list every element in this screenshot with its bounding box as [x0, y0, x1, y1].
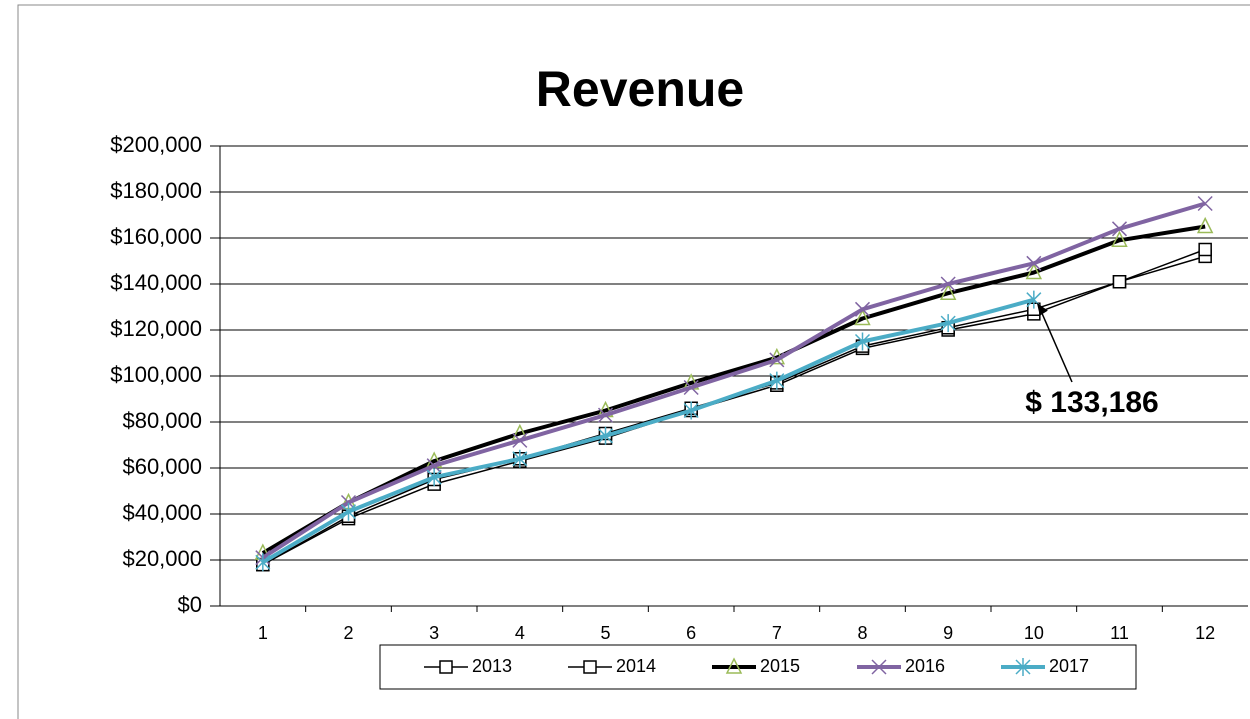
point-marker — [1025, 262, 1043, 280]
point-marker — [1196, 216, 1214, 234]
y-tick-label: $60,000 — [122, 454, 202, 479]
legend-label: 2015 — [760, 656, 800, 676]
point-marker — [683, 379, 699, 396]
legend-label: 2013 — [472, 656, 512, 676]
point-marker — [1197, 195, 1213, 212]
point-marker — [1111, 230, 1128, 248]
legend-label: 2014 — [616, 656, 656, 676]
series-line — [261, 224, 1206, 555]
x-tick-label: 8 — [857, 623, 867, 643]
y-tick-label: $20,000 — [122, 546, 202, 571]
x-tick-label: 11 — [1110, 623, 1129, 643]
y-tick-label: $200,000 — [110, 132, 202, 157]
point-marker — [255, 553, 271, 572]
point-marker — [597, 407, 614, 423]
annotation-arrow — [1040, 310, 1073, 383]
point-marker — [426, 458, 442, 474]
point-marker — [1111, 221, 1128, 237]
legend-label: 2017 — [1049, 656, 1089, 676]
legend-marker — [439, 660, 453, 674]
y-tick-label: $0 — [178, 592, 202, 617]
point-marker — [854, 332, 871, 351]
x-tick-label: 7 — [772, 623, 782, 643]
x-tick-label: 2 — [343, 623, 353, 643]
x-tick-label: 4 — [515, 623, 525, 643]
chart-border — [17, 4, 1250, 719]
point-marker — [854, 308, 871, 326]
y-tick-label: $180,000 — [110, 178, 202, 203]
x-tick-label: 6 — [686, 623, 696, 643]
point-marker — [1026, 255, 1042, 271]
x-tick-label: 9 — [943, 623, 953, 643]
legend-marker — [871, 659, 887, 675]
point-marker — [769, 352, 785, 368]
point-marker — [1112, 274, 1127, 289]
point-marker — [512, 449, 528, 468]
y-tick-label: $100,000 — [110, 362, 202, 387]
point-marker — [683, 401, 699, 420]
x-tick-label: 5 — [600, 623, 610, 643]
annotation: $ 133,186 — [1025, 386, 1158, 419]
y-tick-label: $120,000 — [110, 316, 202, 341]
legend-label: 2016 — [905, 656, 945, 676]
point-marker — [1198, 242, 1212, 257]
point-marker — [940, 276, 956, 292]
point-marker — [426, 468, 442, 487]
point-marker — [597, 426, 614, 445]
y-tick-label: $80,000 — [122, 408, 202, 433]
chart-title: Revenue — [536, 61, 744, 117]
point-marker — [939, 283, 957, 300]
point-marker — [854, 301, 871, 317]
y-tick-label: $140,000 — [110, 270, 202, 295]
legend-marker — [1015, 658, 1031, 676]
series-line — [262, 255, 1206, 566]
point-marker — [940, 314, 956, 333]
point-marker — [512, 432, 528, 448]
x-tick-label: 3 — [429, 623, 439, 643]
x-tick-label: 1 — [258, 623, 268, 643]
x-tick-label: 12 — [1195, 623, 1215, 643]
annotation-arrowhead — [1036, 302, 1048, 316]
series-line — [261, 297, 1035, 565]
y-tick-label: $160,000 — [110, 224, 202, 249]
point-marker — [340, 502, 357, 521]
x-tick-label: 10 — [1024, 623, 1044, 643]
y-tick-label: $40,000 — [122, 500, 202, 525]
legend-marker — [725, 657, 743, 674]
point-marker — [769, 371, 785, 390]
series-line — [261, 201, 1206, 560]
legend-marker — [583, 660, 597, 674]
